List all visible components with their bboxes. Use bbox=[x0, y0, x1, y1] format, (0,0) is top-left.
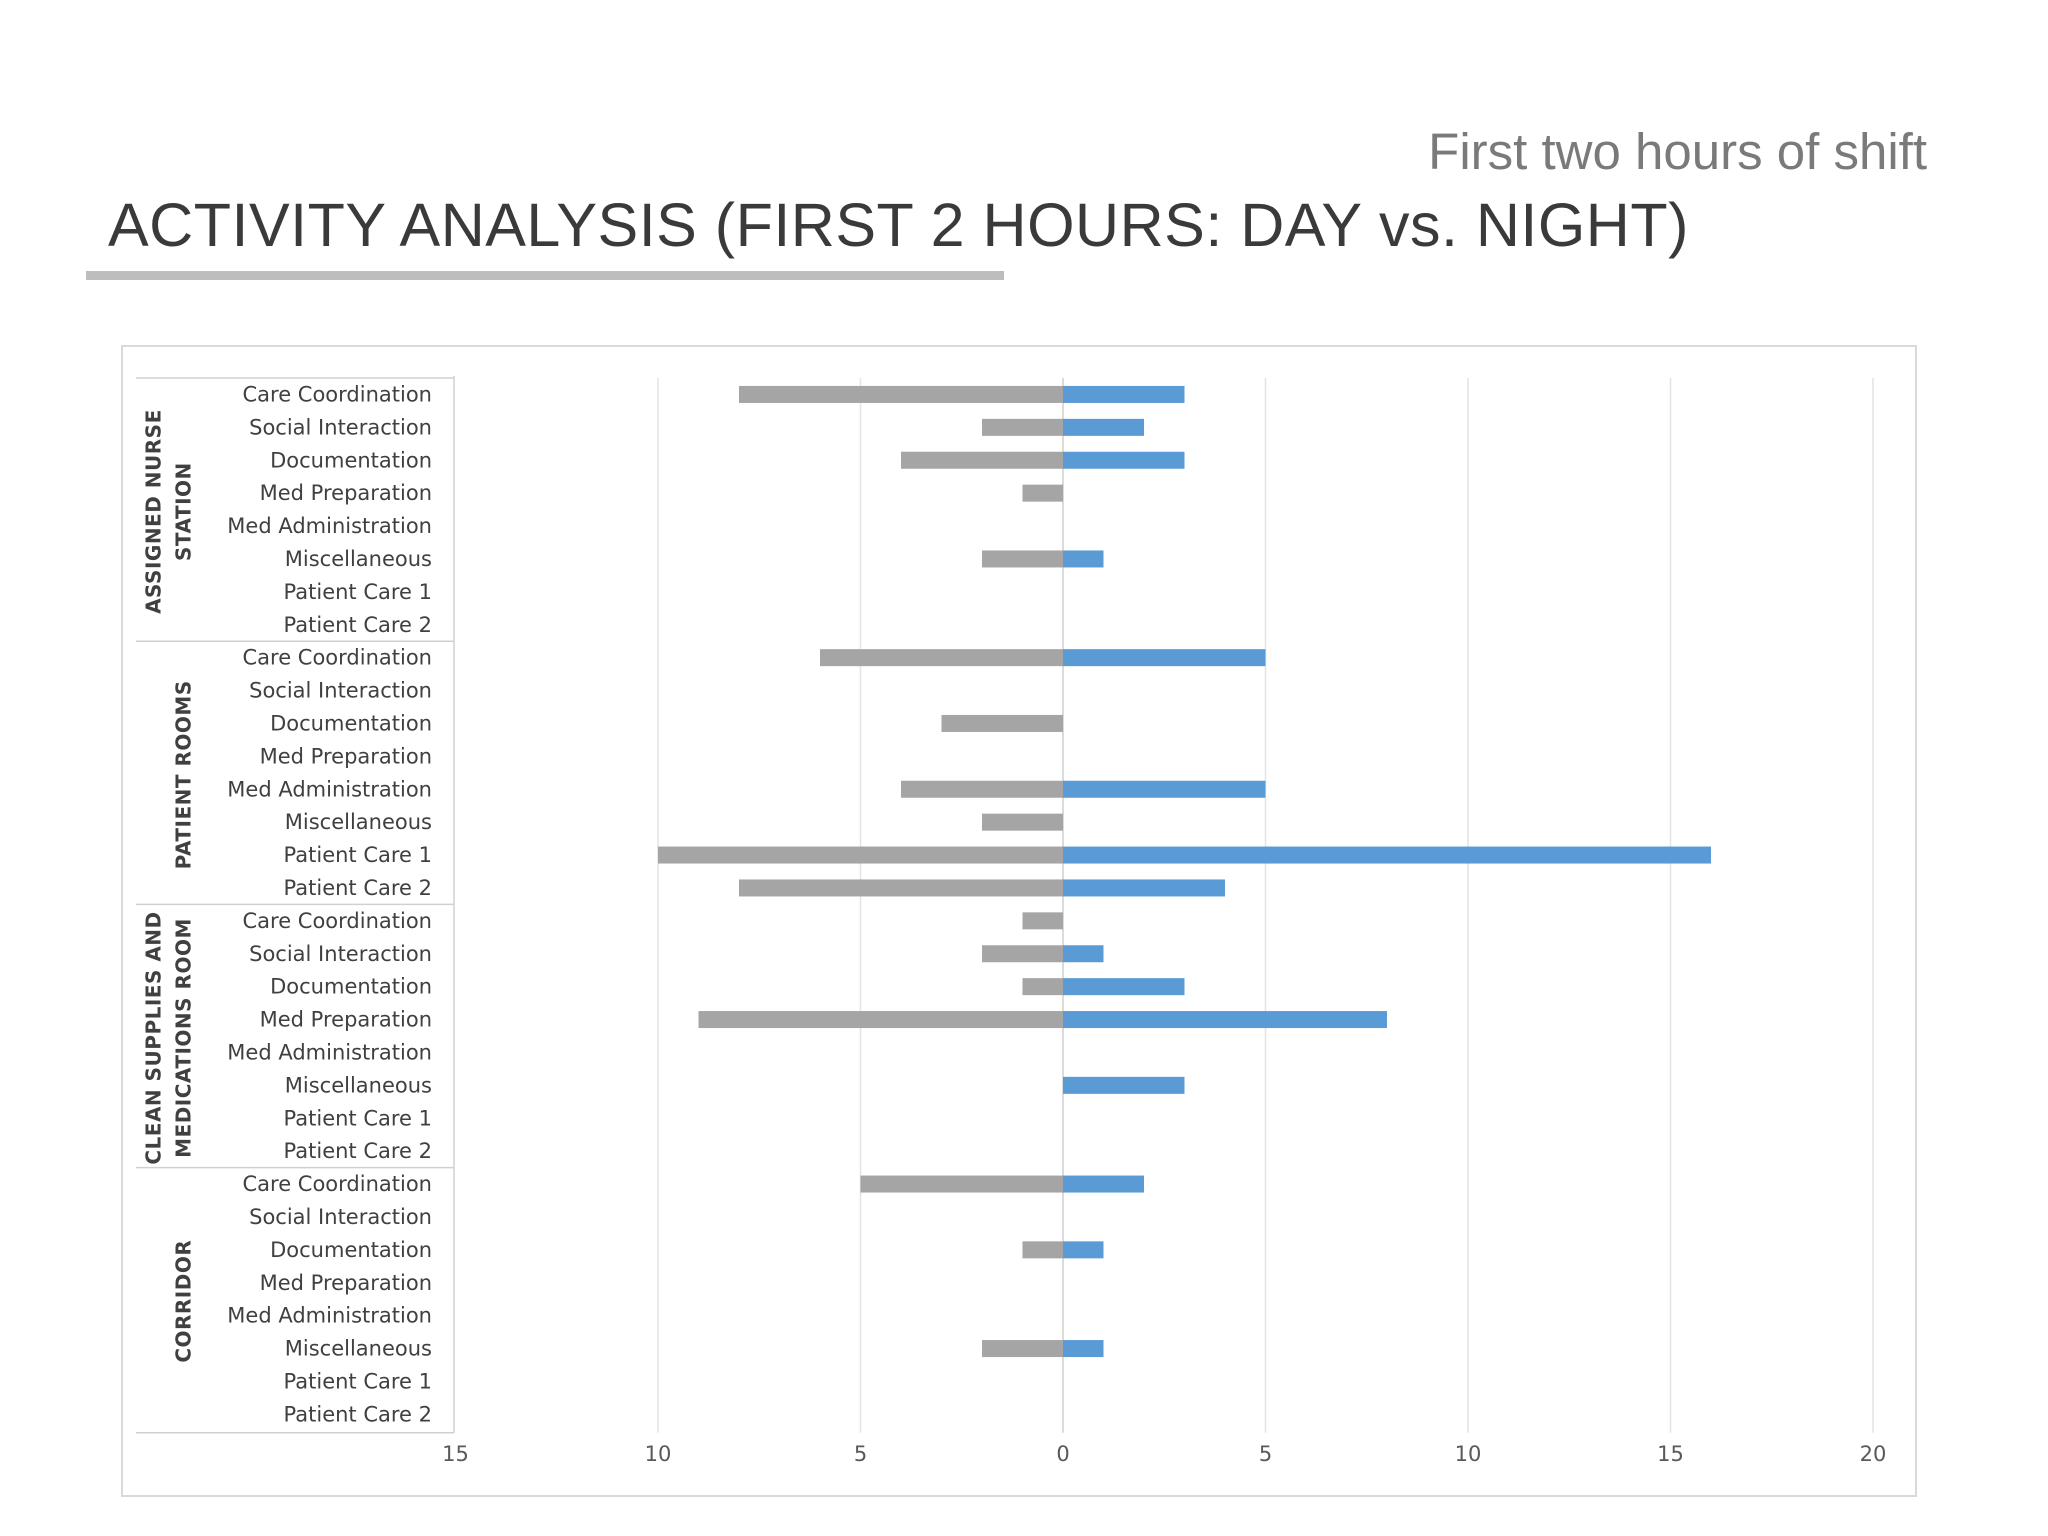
bar-left bbox=[739, 385, 1063, 403]
category-label: Med Administration bbox=[227, 514, 432, 538]
category-label: Patient Care 1 bbox=[284, 1369, 432, 1393]
bar-left bbox=[698, 1011, 1063, 1029]
bar-right bbox=[1063, 550, 1104, 568]
bar-left bbox=[820, 649, 1063, 667]
bar-right bbox=[1063, 879, 1225, 897]
bar-right bbox=[1063, 1241, 1104, 1259]
bar-right bbox=[1063, 780, 1266, 798]
bar-right bbox=[1063, 1175, 1144, 1193]
category-label: Med Administration bbox=[227, 1304, 432, 1328]
slide-title: ACTIVITY ANALYSIS (FIRST 2 HOURS: DAY vs… bbox=[108, 191, 1689, 259]
bar-left bbox=[901, 451, 1063, 469]
category-label: Patient Care 2 bbox=[284, 1402, 432, 1426]
category-label: Patient Care 2 bbox=[284, 1139, 432, 1163]
slide-subtitle: First two hours of shift bbox=[1428, 123, 1927, 180]
x-tick-label: 5 bbox=[854, 1442, 867, 1466]
category-label: Med Administration bbox=[227, 777, 432, 801]
category-label: Documentation bbox=[270, 711, 432, 735]
category-label: Care Coordination bbox=[243, 909, 433, 933]
bar-left bbox=[658, 846, 1063, 864]
bar-left bbox=[901, 780, 1063, 798]
x-tick-label: 5 bbox=[1259, 1442, 1272, 1466]
category-label: Med Administration bbox=[227, 1040, 432, 1064]
bar-left bbox=[982, 418, 1063, 436]
bar-right bbox=[1063, 451, 1185, 469]
bar-right bbox=[1063, 1340, 1104, 1358]
bar-left bbox=[1022, 484, 1063, 502]
group-label: CLEAN SUPPLIES AND bbox=[142, 911, 166, 1164]
bar-left bbox=[982, 813, 1063, 831]
bar-left bbox=[982, 1340, 1063, 1358]
category-label: Care Coordination bbox=[243, 382, 433, 406]
group-label: PATIENT ROOMS bbox=[172, 680, 196, 869]
activity-bar-chart: 15 10 5 0 5 10 15 20 ASSIGNED NURSE STATION Care C… bbox=[136, 376, 1887, 1466]
bar-right bbox=[1063, 385, 1185, 403]
category-label: Care Coordination bbox=[243, 646, 433, 670]
bar-right bbox=[1063, 1076, 1185, 1094]
category-label: Care Coordination bbox=[243, 1172, 433, 1196]
category-label: Patient Care 1 bbox=[284, 843, 432, 867]
category-label: Miscellaneous bbox=[285, 1073, 432, 1097]
bar-left bbox=[739, 879, 1063, 897]
category-label: Med Preparation bbox=[260, 744, 432, 768]
x-tick-label: 0 bbox=[1056, 1442, 1069, 1466]
category-label: Med Preparation bbox=[260, 481, 432, 505]
category-label: Patient Care 2 bbox=[284, 876, 432, 900]
chart-frame: 15 10 5 0 5 10 15 20 ASSIGNED NURSE STATION Care C… bbox=[121, 345, 1917, 1497]
x-tick-label: 15 bbox=[442, 1442, 469, 1466]
bar-right bbox=[1063, 418, 1144, 436]
group-label: STATION bbox=[172, 462, 196, 561]
bar-left bbox=[941, 714, 1063, 732]
bar-right bbox=[1063, 945, 1104, 963]
bar-left bbox=[1022, 1241, 1063, 1259]
bar-right bbox=[1063, 1011, 1387, 1029]
category-label: Social Interaction bbox=[249, 415, 432, 439]
category-label: Med Preparation bbox=[260, 1008, 432, 1032]
group-label: CORRIDOR bbox=[172, 1240, 196, 1363]
category-label: Miscellaneous bbox=[285, 1337, 432, 1361]
bar-left bbox=[982, 550, 1063, 568]
category-label: Documentation bbox=[270, 975, 432, 999]
category-label: Social Interaction bbox=[249, 1205, 432, 1229]
x-tick-label: 20 bbox=[1860, 1442, 1887, 1466]
bar-left bbox=[1022, 912, 1063, 930]
bar-right bbox=[1063, 978, 1185, 996]
category-label: Documentation bbox=[270, 448, 432, 472]
category-label: Social Interaction bbox=[249, 942, 432, 966]
group-label: ASSIGNED NURSE bbox=[142, 409, 166, 614]
category-label: Documentation bbox=[270, 1238, 432, 1262]
category-label: Patient Care 1 bbox=[284, 580, 432, 604]
category-label: Miscellaneous bbox=[285, 547, 432, 571]
category-label: Miscellaneous bbox=[285, 810, 432, 834]
category-label: Patient Care 1 bbox=[284, 1106, 432, 1130]
category-label: Med Preparation bbox=[260, 1271, 432, 1295]
bar-left bbox=[982, 945, 1063, 963]
bar-left bbox=[1022, 978, 1063, 996]
bar-right bbox=[1063, 846, 1711, 864]
x-tick-label: 15 bbox=[1657, 1442, 1684, 1466]
title-underline bbox=[86, 271, 1004, 280]
group-label: MEDICATIONS ROOM bbox=[172, 918, 196, 1158]
bar-left bbox=[860, 1175, 1063, 1193]
x-tick-label: 10 bbox=[1455, 1442, 1482, 1466]
x-tick-label: 10 bbox=[645, 1442, 672, 1466]
category-label: Social Interaction bbox=[249, 679, 432, 703]
bar-right bbox=[1063, 649, 1266, 667]
category-label: Patient Care 2 bbox=[284, 613, 432, 637]
